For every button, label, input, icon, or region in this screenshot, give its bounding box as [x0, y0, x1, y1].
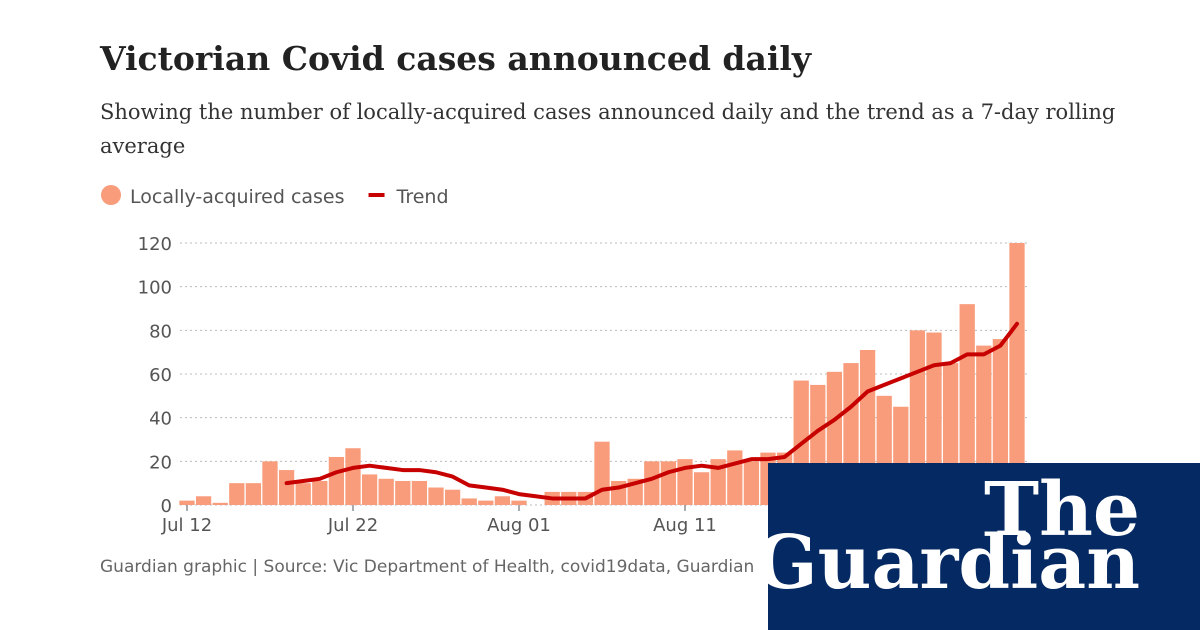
x-tick-label: Aug 11 [653, 515, 717, 536]
y-tick-label: 20 [149, 452, 172, 473]
legend-swatch [101, 185, 121, 205]
bar [361, 474, 378, 505]
x-tick-label: Jul 12 [161, 515, 212, 536]
logo-box [768, 463, 1200, 630]
bar [727, 450, 743, 505]
bar [743, 461, 760, 505]
y-tick-label: 120 [138, 234, 172, 255]
bar [179, 500, 195, 505]
bar [644, 461, 660, 505]
bar [245, 483, 262, 505]
bar [278, 470, 295, 505]
x-tick-label: Aug 01 [487, 515, 551, 536]
bar [295, 483, 311, 505]
y-tick-label: 0 [161, 496, 172, 517]
bar [328, 456, 345, 505]
y-tick-label: 80 [149, 321, 172, 342]
logo-text: The [984, 467, 1140, 553]
bar [312, 480, 328, 505]
bar [693, 472, 710, 505]
bar [444, 489, 461, 505]
trend-line [284, 321, 1019, 501]
bar [428, 487, 444, 505]
bar [494, 496, 511, 505]
x-tick-label: Jul 22 [327, 515, 378, 536]
bar [229, 483, 245, 505]
chart-subtitle: average [100, 134, 185, 158]
bar [594, 441, 610, 505]
y-tick-label: 40 [149, 409, 172, 430]
bar [378, 478, 394, 505]
bar [411, 480, 428, 505]
bar [262, 461, 278, 505]
bar [212, 502, 228, 505]
bar [345, 448, 361, 505]
legend-label: Trend [396, 186, 449, 208]
bar [478, 500, 494, 505]
logo-text: Guardian [754, 520, 1140, 606]
chart-title: Victorian Covid cases announced daily [99, 39, 812, 78]
bar [461, 498, 477, 505]
bar [710, 459, 726, 505]
bar [511, 500, 527, 505]
chart-source: Guardian graphic | Source: Vic Departmen… [100, 557, 909, 577]
y-tick-label: 60 [149, 365, 172, 386]
bar [660, 461, 677, 505]
y-tick-label: 100 [138, 278, 172, 299]
legend-label: Locally-acquired cases [130, 186, 345, 208]
bar [195, 496, 212, 505]
bar [395, 480, 411, 505]
chart-subtitle: Showing the number of locally-acquired c… [100, 100, 1115, 124]
bar [1009, 243, 1025, 505]
legend: Locally-acquired cases Trend [101, 185, 449, 208]
bar [926, 332, 942, 505]
